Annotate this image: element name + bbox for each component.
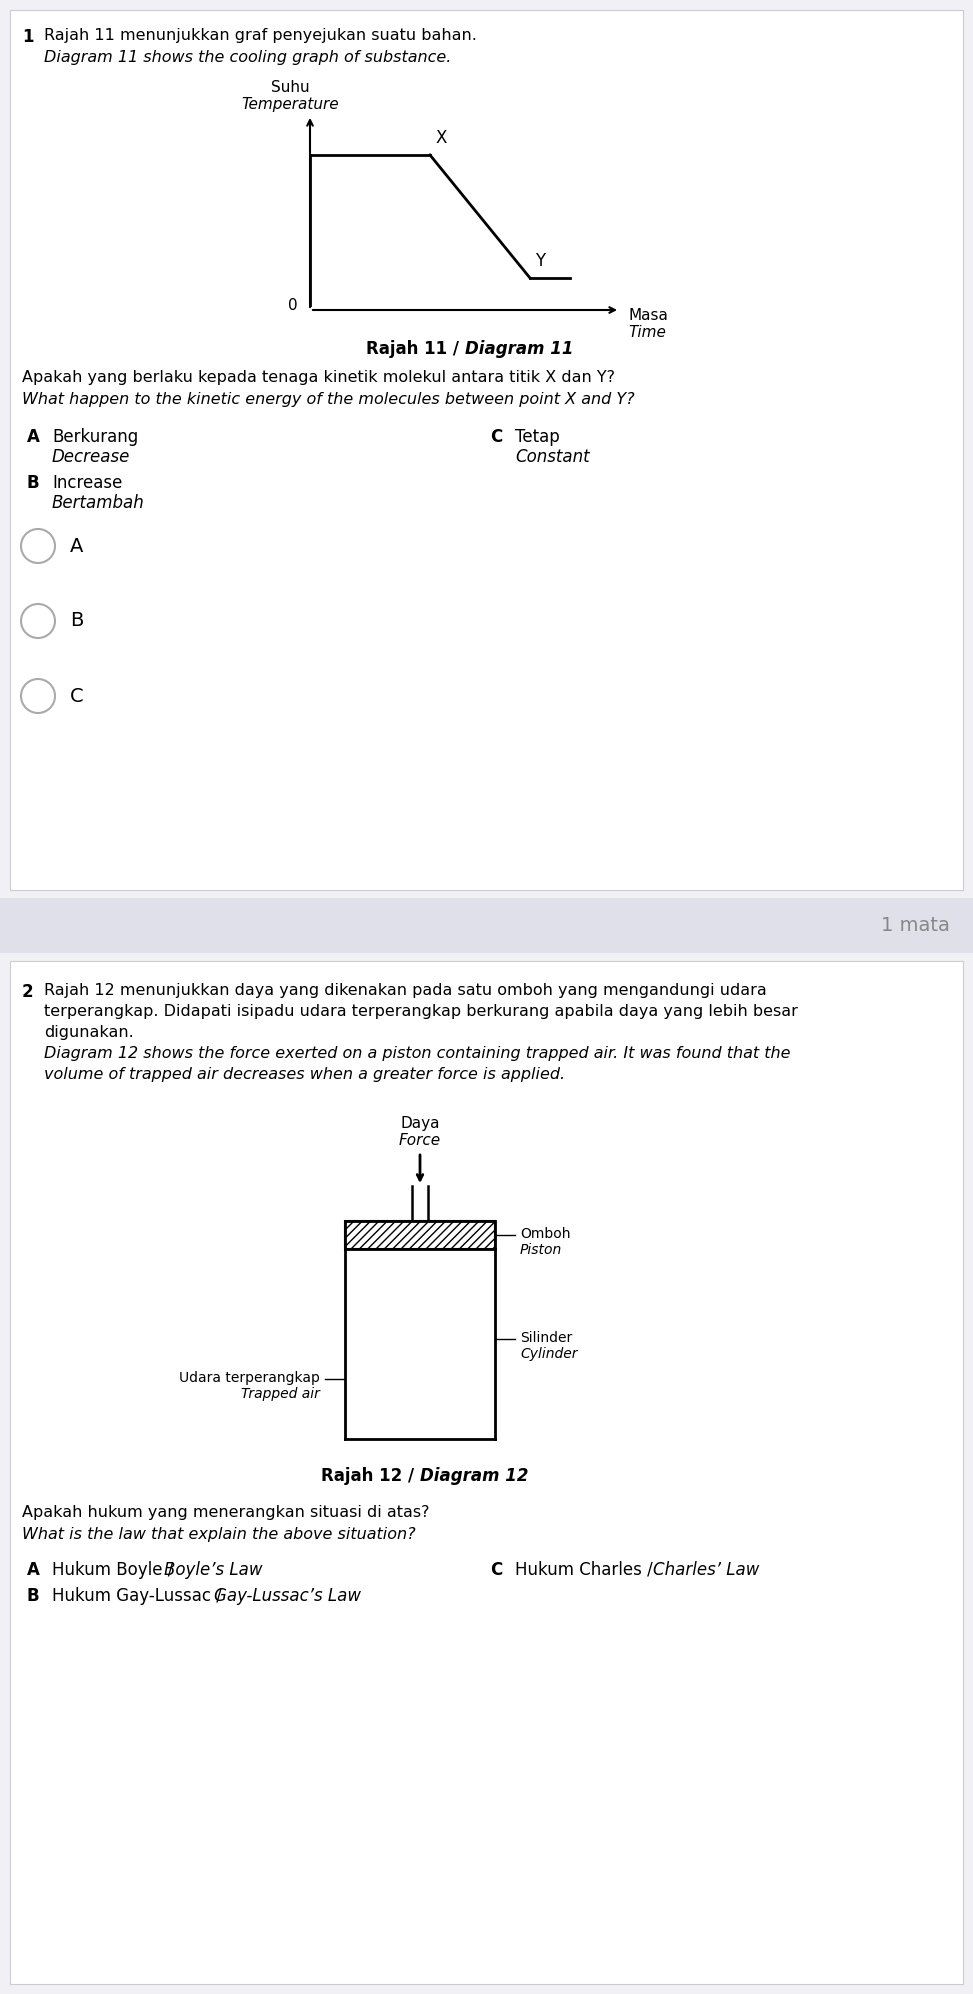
Text: 0: 0 xyxy=(288,299,298,313)
Bar xyxy=(10,10,963,889)
Text: Omboh: Omboh xyxy=(520,1226,570,1240)
Text: Increase: Increase xyxy=(52,475,123,493)
Text: B: B xyxy=(27,475,40,493)
Text: 2: 2 xyxy=(22,983,34,1001)
Text: 1: 1 xyxy=(22,28,33,46)
Text: C: C xyxy=(70,686,84,706)
Text: Diagram 12 shows the force exerted on a piston containing trapped air. It was fo: Diagram 12 shows the force exerted on a … xyxy=(44,1047,790,1061)
Text: What happen to the kinetic energy of the molecules between point X and Y?: What happen to the kinetic energy of the… xyxy=(22,393,634,407)
Text: Berkurang: Berkurang xyxy=(52,429,138,447)
Text: A: A xyxy=(27,1561,40,1579)
Text: Hukum Gay-Lussac /: Hukum Gay-Lussac / xyxy=(52,1587,227,1605)
Text: Rajah 12 menunjukkan daya yang dikenakan pada satu omboh yang mengandungi udara: Rajah 12 menunjukkan daya yang dikenakan… xyxy=(44,983,767,999)
Text: digunakan.: digunakan. xyxy=(44,1025,133,1041)
Bar xyxy=(0,897,973,953)
Text: C: C xyxy=(490,429,502,447)
Text: Hukum Boyle /: Hukum Boyle / xyxy=(52,1561,179,1579)
Text: Apakah yang berlaku kepada tenaga kinetik molekul antara titik X dan Y?: Apakah yang berlaku kepada tenaga kineti… xyxy=(22,371,615,385)
Text: Trapped air: Trapped air xyxy=(241,1388,320,1402)
Text: Silinder: Silinder xyxy=(520,1332,572,1346)
Text: Suhu: Suhu xyxy=(270,80,309,96)
Text: Force: Force xyxy=(399,1133,441,1149)
Text: A: A xyxy=(27,429,40,447)
Text: C: C xyxy=(490,1561,502,1579)
Bar xyxy=(345,1220,495,1248)
Text: terperangkap. Didapati isipadu udara terperangkap berkurang apabila daya yang le: terperangkap. Didapati isipadu udara ter… xyxy=(44,1005,798,1019)
Text: Temperature: Temperature xyxy=(241,98,339,112)
Text: Charles’ Law: Charles’ Law xyxy=(653,1561,759,1579)
Text: Y: Y xyxy=(535,251,545,269)
Text: volume of trapped air decreases when a greater force is applied.: volume of trapped air decreases when a g… xyxy=(44,1067,565,1083)
Text: B: B xyxy=(70,612,84,630)
Text: Rajah 12 /: Rajah 12 / xyxy=(321,1468,420,1486)
Text: Diagram 11: Diagram 11 xyxy=(465,341,573,359)
Text: Decrease: Decrease xyxy=(52,449,130,467)
Text: Tetap: Tetap xyxy=(515,429,559,447)
Text: Udara terperangkap: Udara terperangkap xyxy=(179,1372,320,1386)
Text: Masa: Masa xyxy=(628,307,667,323)
Text: X: X xyxy=(435,130,447,148)
Text: Daya: Daya xyxy=(400,1117,440,1131)
Bar xyxy=(10,961,963,1984)
Text: B: B xyxy=(27,1587,40,1605)
Text: Rajah 11 /: Rajah 11 / xyxy=(366,341,465,359)
Text: Diagram 12: Diagram 12 xyxy=(420,1468,528,1486)
Text: Diagram 11 shows the cooling graph of substance.: Diagram 11 shows the cooling graph of su… xyxy=(44,50,451,66)
Text: Piston: Piston xyxy=(520,1242,562,1256)
Text: Gay-Lussac’s Law: Gay-Lussac’s Law xyxy=(214,1587,361,1605)
Bar xyxy=(345,1220,495,1248)
Text: Hukum Charles /: Hukum Charles / xyxy=(515,1561,658,1579)
Text: Boyle’s Law: Boyle’s Law xyxy=(164,1561,263,1579)
Text: Apakah hukum yang menerangkan situasi di atas?: Apakah hukum yang menerangkan situasi di… xyxy=(22,1505,429,1519)
Text: Constant: Constant xyxy=(515,449,590,467)
Text: A: A xyxy=(70,536,84,556)
Text: Rajah 11 menunjukkan graf penyejukan suatu bahan.: Rajah 11 menunjukkan graf penyejukan sua… xyxy=(44,28,477,44)
Text: What is the law that explain the above situation?: What is the law that explain the above s… xyxy=(22,1527,415,1541)
Text: Time: Time xyxy=(628,325,666,341)
Text: Cylinder: Cylinder xyxy=(520,1348,578,1362)
Text: 1 mata: 1 mata xyxy=(882,915,950,935)
Text: Bertambah: Bertambah xyxy=(52,495,145,512)
